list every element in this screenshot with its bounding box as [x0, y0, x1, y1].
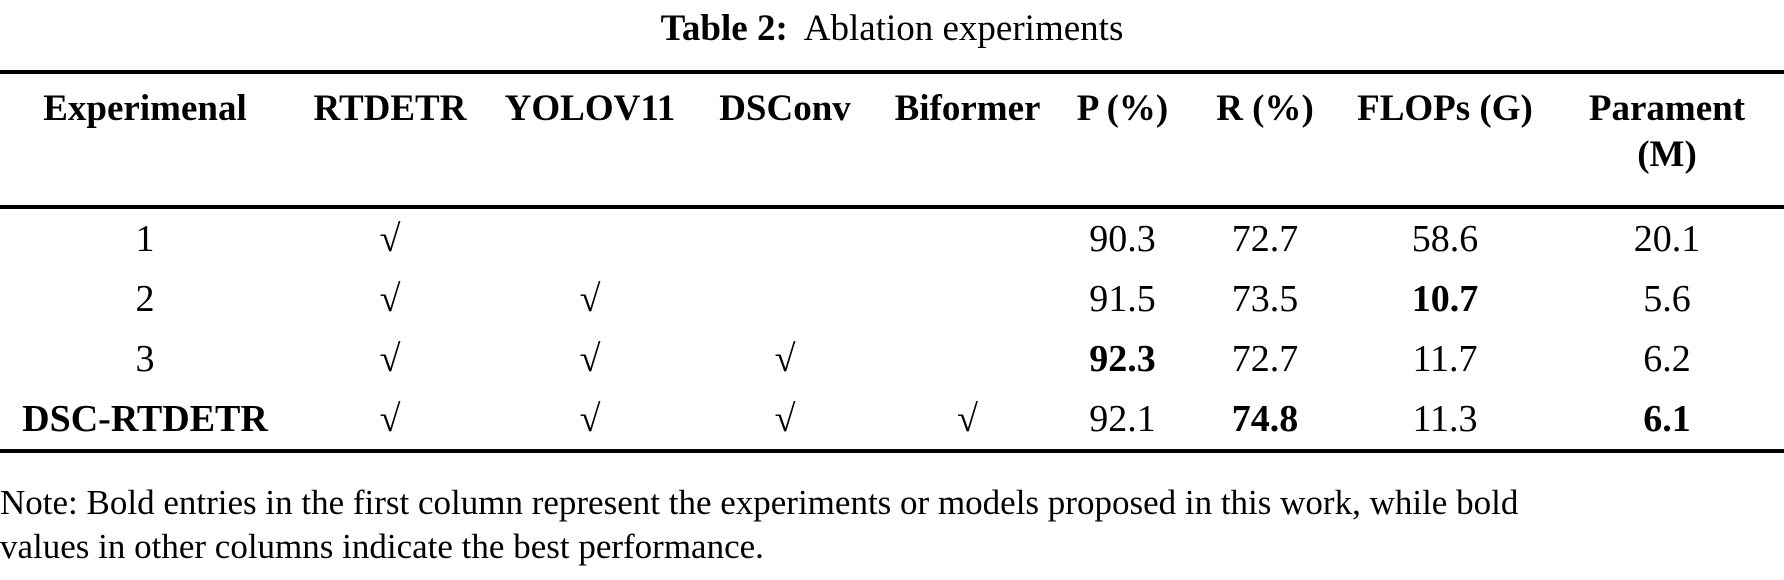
table-row-experiment-2: 2 √ √ 91.5 73.5 10.7 5.6 — [0, 269, 1784, 329]
table-caption: Table 2: Ablation experiments — [0, 0, 1784, 54]
ablation-table: Experimenal RTDETR YOLOV11 DSConv Biform… — [0, 70, 1784, 453]
recall-value: 72.7 — [1231, 218, 1299, 260]
biformer-checkmark — [880, 269, 1055, 329]
biformer-checkmark — [880, 207, 1055, 269]
dsconv-checkmark: √ — [774, 338, 796, 380]
dsconv-checkmark: √ — [774, 398, 796, 440]
header-cell-yolov11: YOLOV11 — [490, 72, 690, 209]
rtdetr-checkmark: √ — [379, 398, 401, 440]
recall-value: 74.8 — [1231, 398, 1299, 440]
precision-value: 92.1 — [1089, 398, 1156, 440]
yolov11-checkmark — [490, 207, 690, 269]
row-label: DSC-RTDETR — [22, 398, 268, 440]
flops-value: 11.3 — [1412, 398, 1478, 440]
row-label: 1 — [135, 218, 155, 260]
table-note-line1: Note: Bold entries in the first column r… — [0, 483, 1519, 522]
row-label: 2 — [135, 278, 155, 320]
rtdetr-checkmark: √ — [379, 338, 401, 380]
header-parament-line2: (M) — [1637, 134, 1697, 175]
biformer-checkmark — [880, 329, 1055, 389]
recall-value: 72.7 — [1231, 338, 1299, 380]
table-note: Note: Bold entries in the first column r… — [0, 481, 1784, 569]
flops-value: 10.7 — [1411, 278, 1479, 320]
header-cell-p: P (%) — [1055, 72, 1190, 209]
header-cell-experimental: Experimenal — [0, 72, 290, 209]
recall-value: 73.5 — [1231, 278, 1299, 320]
biformer-checkmark: √ — [957, 398, 978, 440]
header-row: Experimenal RTDETR YOLOV11 DSConv Biform… — [0, 72, 1784, 209]
params-value: 20.1 — [1633, 218, 1701, 260]
header-cell-biformer: Biformer — [880, 72, 1055, 209]
flops-value: 58.6 — [1411, 218, 1479, 260]
params-value: 6.1 — [1643, 398, 1691, 440]
yolov11-checkmark: √ — [579, 398, 601, 440]
precision-value: 92.3 — [1089, 338, 1156, 380]
table-caption-label: Table 2: — [660, 8, 788, 49]
dsconv-checkmark — [690, 207, 880, 269]
yolov11-checkmark: √ — [579, 278, 601, 320]
params-value: 5.6 — [1643, 278, 1691, 320]
rtdetr-checkmark: √ — [379, 218, 401, 260]
precision-value: 91.5 — [1089, 278, 1156, 320]
flops-value: 11.7 — [1412, 338, 1478, 380]
precision-value: 90.3 — [1089, 218, 1156, 260]
header-cell-r: R (%) — [1190, 72, 1340, 209]
table-note-line2: values in other columns indicate the bes… — [0, 527, 764, 566]
header-cell-rtdetr: RTDETR — [290, 72, 490, 209]
yolov11-checkmark: √ — [579, 338, 601, 380]
table-row-dsc-rtdetr: DSC-RTDETR √ √ √ √ 92.1 74.8 11.3 6.1 — [0, 389, 1784, 451]
dsconv-checkmark — [690, 269, 880, 329]
header-cell-dsconv: DSConv — [690, 72, 880, 209]
header-cell-parament: Parament (M) — [1550, 72, 1784, 209]
rtdetr-checkmark: √ — [379, 278, 401, 320]
header-parament-line1: Parament — [1588, 88, 1746, 129]
header-cell-flops: FLOPs (G) — [1340, 72, 1550, 209]
params-value: 6.2 — [1643, 338, 1691, 380]
table-row-experiment-1: 1 √ 90.3 72.7 58.6 20.1 — [0, 207, 1784, 269]
table-caption-text: Ablation experiments — [803, 8, 1124, 49]
row-label: 3 — [135, 338, 155, 380]
table-row-experiment-3: 3 √ √ √ 92.3 72.7 11.7 6.2 — [0, 329, 1784, 389]
